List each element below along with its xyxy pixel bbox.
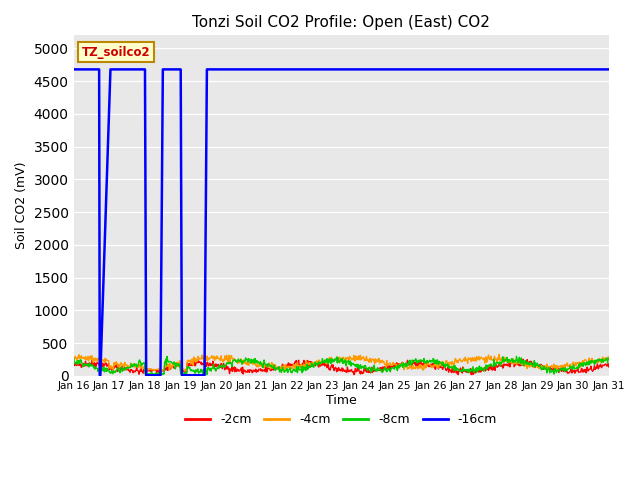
Title: Tonzi Soil CO2 Profile: Open (East) CO2: Tonzi Soil CO2 Profile: Open (East) CO2 [192, 15, 490, 30]
Legend: -2cm, -4cm, -8cm, -16cm: -2cm, -4cm, -8cm, -16cm [180, 408, 502, 431]
X-axis label: Time: Time [326, 394, 356, 407]
Y-axis label: Soil CO2 (mV): Soil CO2 (mV) [15, 162, 28, 250]
Text: TZ_soilco2: TZ_soilco2 [81, 46, 150, 59]
